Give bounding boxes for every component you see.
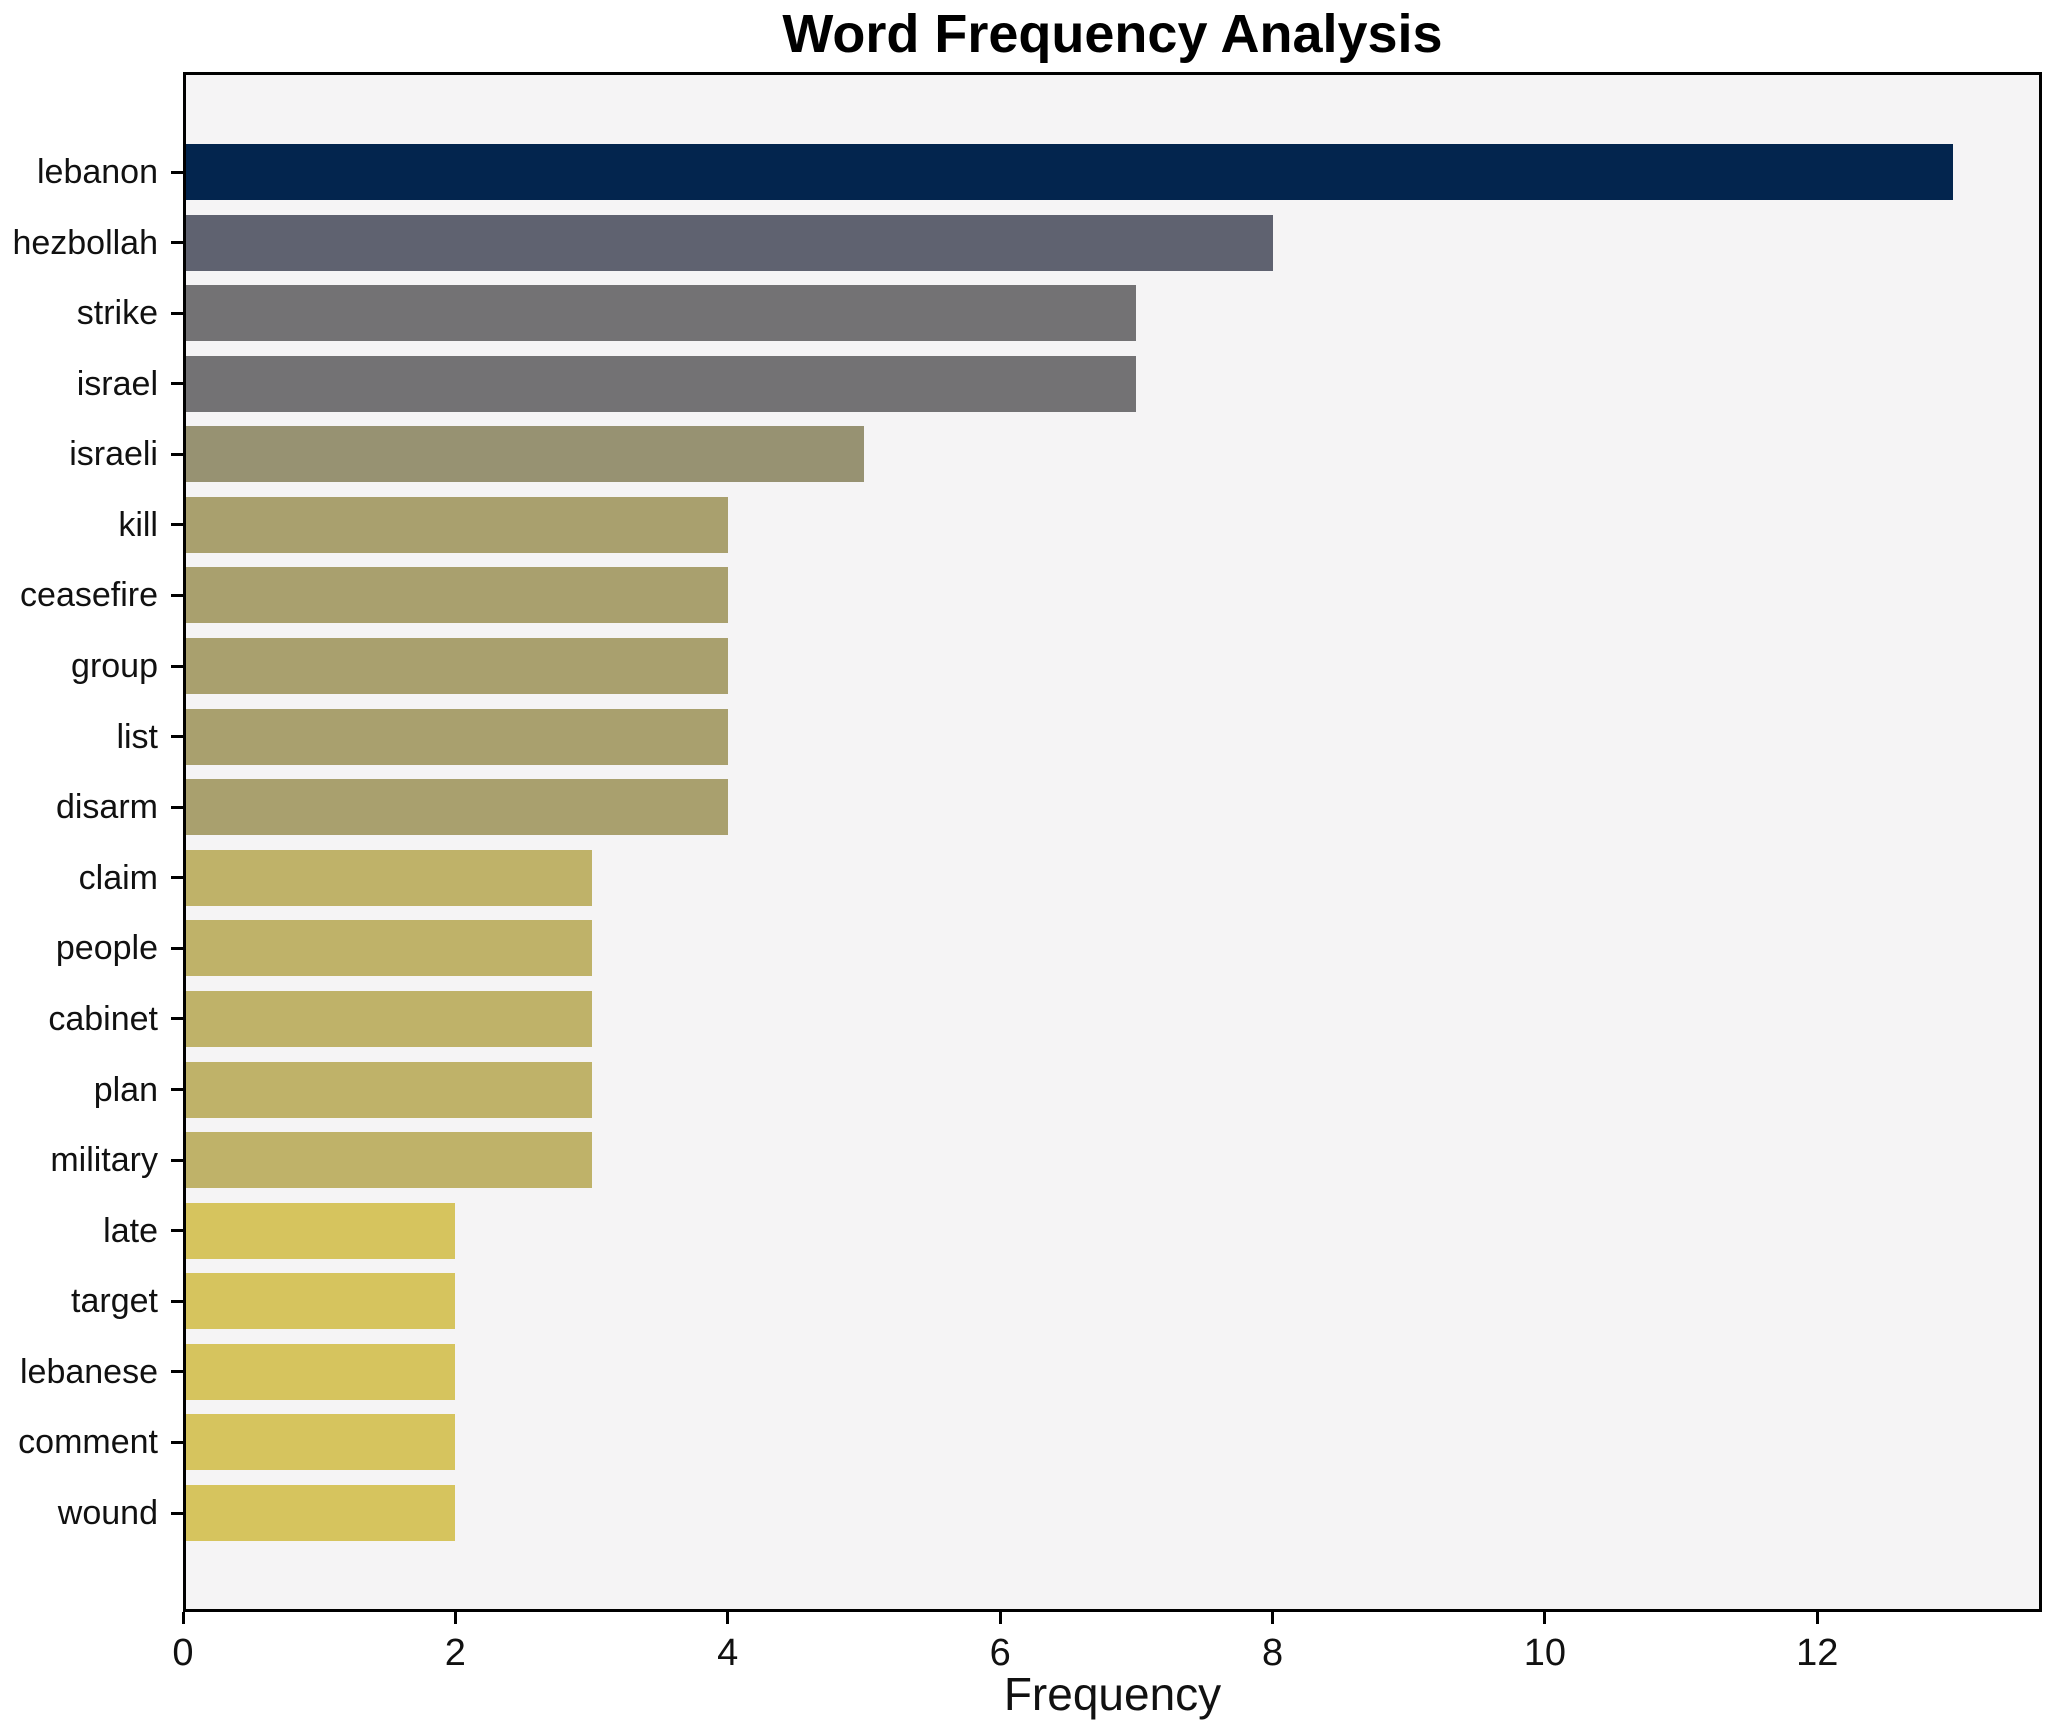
bar-lebanese (183, 1343, 456, 1400)
xtick-mark (1543, 1612, 1547, 1624)
ytick-mark (171, 664, 183, 668)
ytick-mark (171, 311, 183, 315)
ytick-label-israeli: israeli (69, 435, 158, 474)
ytick-label-list: list (116, 717, 158, 756)
ytick-mark (171, 1440, 183, 1444)
ytick-mark (171, 241, 183, 245)
ytick-label-hezbollah: hezbollah (12, 223, 158, 262)
bar-military (183, 1132, 592, 1189)
bar-claim (183, 849, 592, 906)
xtick-mark (453, 1612, 457, 1624)
xtick-mark (1271, 1612, 1275, 1624)
bar-wound (183, 1485, 456, 1541)
ytick-label-plan: plan (93, 1070, 158, 1109)
bar-strike (183, 285, 1137, 342)
ytick-label-lebanon: lebanon (36, 153, 158, 191)
xtick-label-6: 6 (989, 1632, 1011, 1674)
ytick-mark (171, 593, 183, 597)
bar-cabinet (183, 990, 592, 1047)
bar-kill (183, 496, 728, 553)
chart-title: Word Frequency Analysis (782, 4, 1443, 64)
xtick-label-12: 12 (1796, 1632, 1839, 1674)
ytick-label-wound: wound (57, 1494, 158, 1532)
xtick-mark (181, 1612, 185, 1624)
bar-hezbollah (183, 214, 1273, 271)
xtick-label-0: 0 (172, 1632, 194, 1674)
ytick-mark (171, 1158, 183, 1162)
xtick-mark (1815, 1612, 1819, 1624)
bar-plan (183, 1061, 592, 1118)
ytick-label-comment: comment (18, 1423, 158, 1462)
xtick-mark (998, 1612, 1002, 1624)
ytick-label-group: group (71, 647, 158, 686)
bar-lebanon (183, 144, 1954, 200)
x-axis-label: Frequency (1003, 1668, 1222, 1720)
ytick-mark (171, 382, 183, 386)
bar-israel (183, 355, 1137, 412)
bar-list (183, 708, 728, 765)
bar-late (183, 1202, 456, 1259)
bar-ceasefire (183, 567, 728, 624)
ytick-label-claim: claim (78, 858, 158, 897)
ytick-label-israel: israel (76, 364, 158, 403)
xtick-label-4: 4 (717, 1632, 739, 1674)
bar-target (183, 1273, 456, 1330)
ytick-label-ceasefire: ceasefire (20, 576, 158, 615)
ytick-mark (171, 946, 183, 950)
ytick-mark (171, 1017, 183, 1021)
ytick-mark (171, 735, 183, 739)
ytick-label-kill: kill (118, 505, 158, 544)
xtick-label-10: 10 (1523, 1632, 1567, 1674)
ytick-mark (171, 805, 183, 809)
xtick-label-8: 8 (1261, 1632, 1284, 1674)
xtick-mark (726, 1612, 730, 1624)
bar-disarm (183, 779, 728, 836)
ytick-label-lebanese: lebanese (19, 1352, 158, 1391)
ytick-mark (171, 1299, 183, 1303)
bar-people (183, 920, 592, 977)
ytick-label-target: target (71, 1282, 158, 1321)
ytick-mark (171, 452, 183, 456)
ytick-label-people: people (55, 929, 158, 968)
ytick-mark (171, 876, 183, 880)
ytick-label-cabinet: cabinet (48, 999, 158, 1038)
ytick-label-late: late (103, 1211, 158, 1250)
ytick-mark (171, 1511, 183, 1515)
ytick-mark (171, 523, 183, 527)
ytick-label-military: military (50, 1141, 158, 1180)
ytick-mark (171, 170, 183, 174)
plot-area (183, 72, 2042, 1612)
bar-comment (183, 1414, 456, 1471)
bar-israeli (183, 426, 864, 483)
bar-group (183, 638, 728, 695)
ytick-label-strike: strike (76, 294, 158, 333)
ytick-mark (171, 1370, 183, 1374)
xtick-label-2: 2 (444, 1632, 466, 1674)
ytick-mark (171, 1229, 183, 1233)
ytick-mark (171, 1088, 183, 1092)
ytick-label-disarm: disarm (55, 788, 158, 827)
